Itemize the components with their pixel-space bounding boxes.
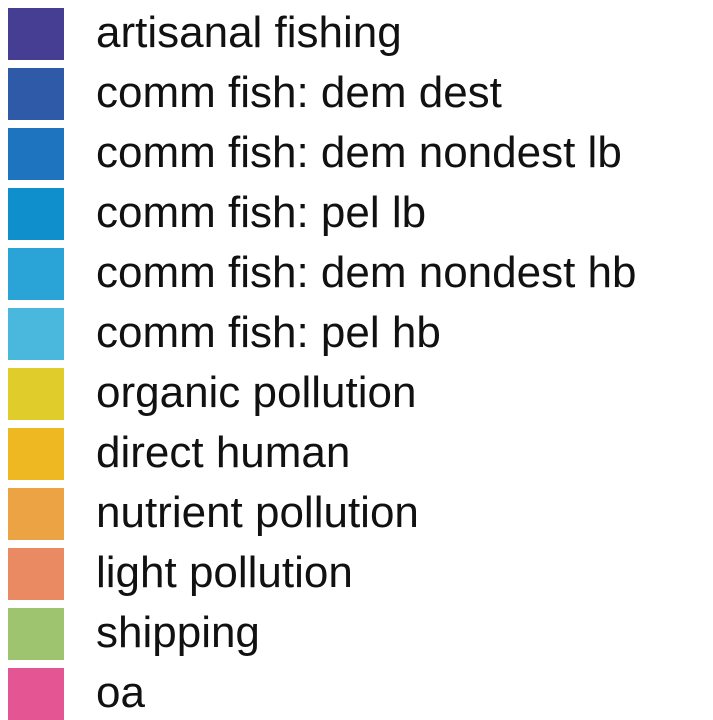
legend-label: oa xyxy=(96,668,145,717)
legend-swatch xyxy=(8,68,64,120)
legend-item: direct human xyxy=(0,420,713,480)
legend-item: comm fish: dem dest xyxy=(0,60,713,120)
legend-swatch xyxy=(8,248,64,300)
legend-swatch xyxy=(8,428,64,480)
legend-swatch xyxy=(8,8,64,60)
legend-swatch xyxy=(8,608,64,660)
legend-swatch xyxy=(8,128,64,180)
legend-item: light pollution xyxy=(0,540,713,600)
legend-label: comm fish: pel lb xyxy=(96,188,427,237)
legend-swatch xyxy=(8,308,64,360)
legend-item: shipping xyxy=(0,600,713,660)
legend-item: comm fish: pel lb xyxy=(0,180,713,240)
legend-swatch xyxy=(8,188,64,240)
legend-label: artisanal fishing xyxy=(96,8,402,57)
legend-item: artisanal fishing xyxy=(0,0,713,60)
legend-label: nutrient pollution xyxy=(96,488,419,537)
legend-item: oa xyxy=(0,660,713,720)
legend-item: organic pollution xyxy=(0,360,713,420)
legend-swatch xyxy=(8,668,64,720)
legend-swatch xyxy=(8,368,64,420)
legend-item: nutrient pollution xyxy=(0,480,713,540)
legend-label: comm fish: pel hb xyxy=(96,308,441,357)
legend-label: comm fish: dem dest xyxy=(96,68,502,117)
legend-label: comm fish: dem nondest hb xyxy=(96,248,637,297)
legend-label: light pollution xyxy=(96,548,353,597)
legend-label: comm fish: dem nondest lb xyxy=(96,128,622,177)
legend-item: comm fish: pel hb xyxy=(0,300,713,360)
legend-swatch xyxy=(8,548,64,600)
legend-label: shipping xyxy=(96,608,260,657)
legend-label: direct human xyxy=(96,428,351,477)
legend-item: comm fish: dem nondest hb xyxy=(0,240,713,300)
legend-label: organic pollution xyxy=(96,368,417,417)
legend-swatch xyxy=(8,488,64,540)
legend-item: comm fish: dem nondest lb xyxy=(0,120,713,180)
